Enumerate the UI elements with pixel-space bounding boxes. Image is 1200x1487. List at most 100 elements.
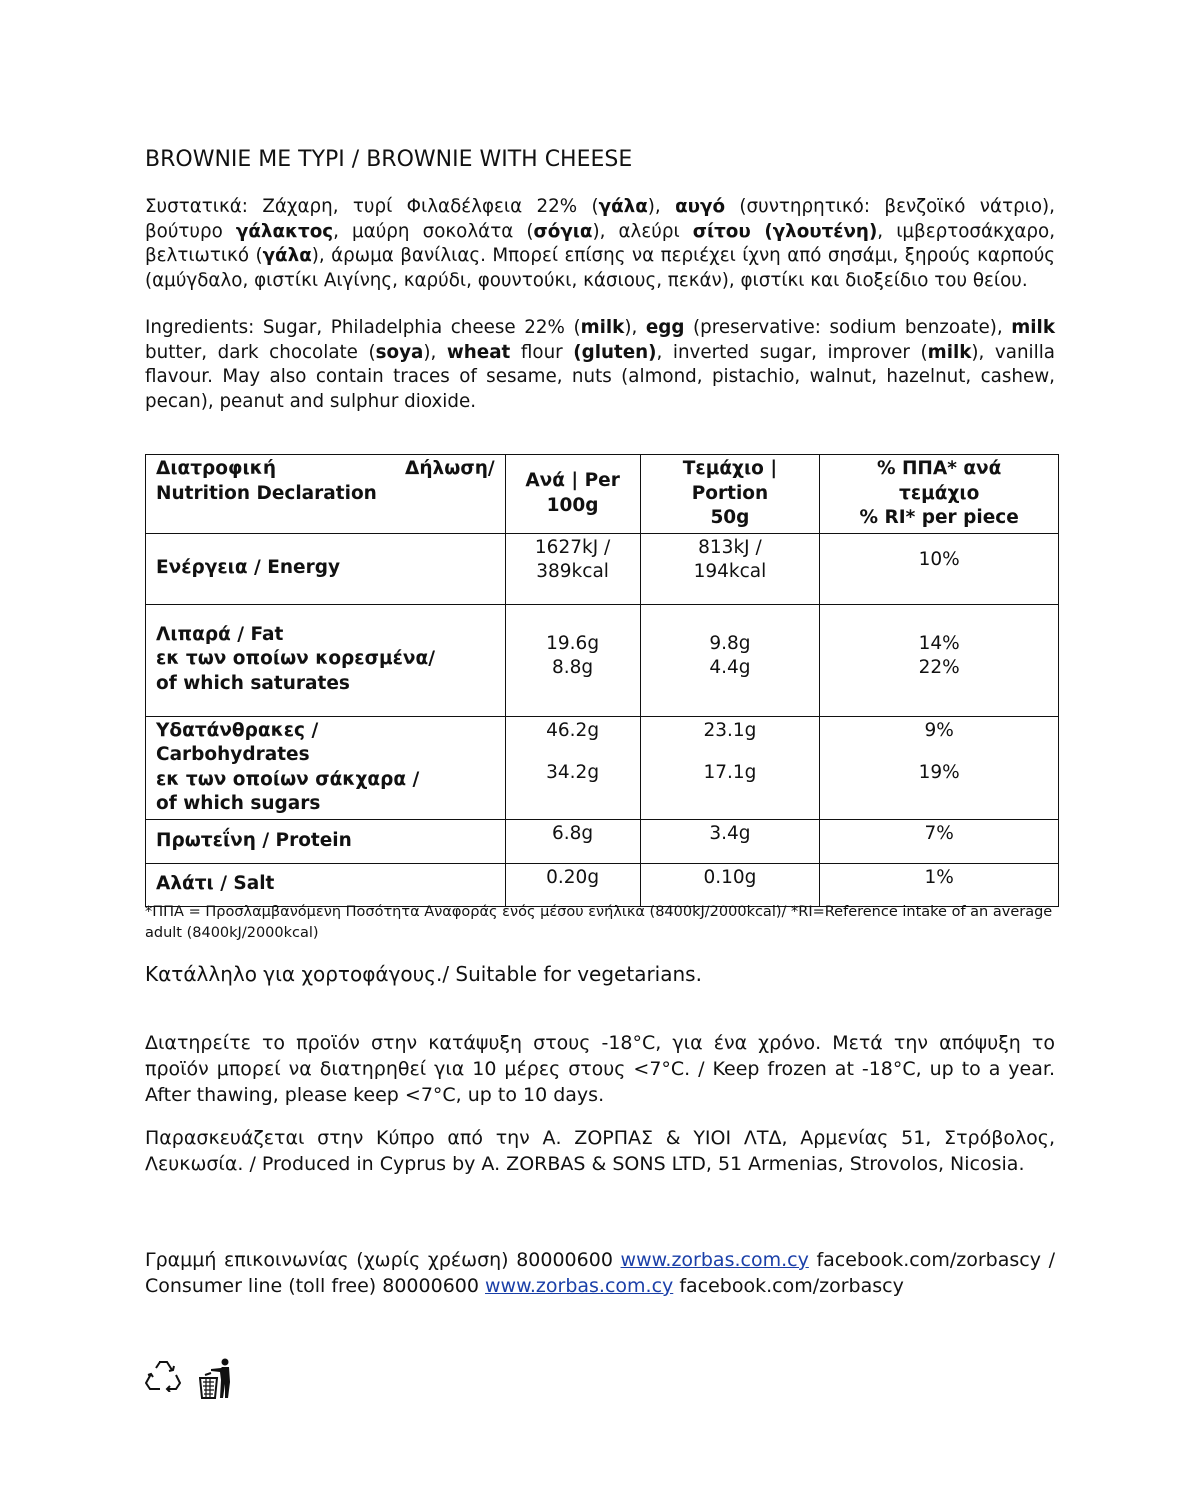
cell-line: 9.8g [709,632,751,654]
allergen-text: αυγό [675,196,726,217]
cell-line: Carbohydrates [156,744,310,765]
cell-line: εκ των οποίων κορεσμένα/ [156,648,435,669]
contact-text-greek: Γραμμή επικοινωνίας (χωρίς χρέωση) 80000… [145,1249,621,1271]
allergen-text: milk [927,341,972,363]
nutrition-row-salt: Αλάτι / Salt 0.20g 0.10g 1% [145,862,1059,907]
header-ri: % ΠΠΑ* ανά τεμάχιο % RI* per piece [819,454,1059,534]
cell-line: 23.1g [703,719,757,741]
allergen-text: γάλα [262,245,312,266]
ingredient-text: (preservative: sodium benzoate), [684,317,1012,338]
cell-line: 0.10g [703,866,757,888]
ingredients-english: Ingredients: Sugar, Philadelphia cheese … [145,316,1055,414]
cell-line: 7% [924,822,954,844]
ingredient-text: ), [624,317,646,338]
header-nutrient: Διατροφική Δήλωση/ Nutrition Declaration [145,454,506,534]
ingredient-text: Συστατικά: Ζάχαρη, τυρί Φιλαδέλφεια 22% … [145,196,599,217]
storage-instructions: Διατηρείτε το προϊόν στην κατάψυξη στους… [145,1032,1055,1106]
vegetarian-note: Κατάλληλο για χορτοφάγους./ Suitable for… [145,962,702,986]
tidyman-bin-icon [199,1358,230,1399]
cell-line: 22% [918,657,960,678]
value-per-100g: 19.6g 8.8g [504,603,641,717]
allergen-text: σόγια [533,220,593,242]
cell-line: % ΠΠΑ* ανά [876,458,1002,479]
cell-line: 50g [710,507,750,528]
ri-footnote: *ΠΠΑ = Προσλαμβανόμενη Ποσότητα Αναφοράς… [145,904,1053,941]
disposal-icons [145,1358,233,1400]
cell-line: 34.2g [546,762,600,783]
cell-line: 17.1g [703,762,757,783]
cell-line: Portion [691,482,769,504]
allergen-text: (gluten) [573,341,657,363]
cell-line: 3.4g [709,822,751,844]
cell-line: of which sugars [156,793,321,814]
nutrient-label: Αλάτι / Salt [145,862,506,907]
nutrient-label: Λιπαρά / Fat εκ των οποίων κορεσμένα/of w… [145,603,506,717]
nutrition-row-carbohydrates: Υδατάνθρακες / Carbohydrates εκ των οποίων… [145,715,1059,820]
header-text: Nutrition Declaration [156,482,377,504]
recycle-icon [145,1361,181,1392]
cell-line: Τεμάχιο | [682,458,778,479]
ingredient-text: ), vanilla flavour. May also contain tra… [145,341,1055,412]
ingredient-text: ), αλεύρι [592,220,693,242]
cell-line: τεμάχιο [899,482,980,504]
value-per-100g: 6.8g [504,818,641,864]
cell-line: 813kJ / [698,536,762,558]
product-title: BROWNIE ME TYPI / BROWNIE WITH CHEESE [145,147,633,172]
value-ri: 10% [819,532,1059,605]
cell-line: % RI* per piece [859,507,1019,528]
nutrient-label: Ενέργεια / Energy [145,532,506,605]
cell-line: 389kcal [536,561,609,582]
contact-text-english: facebook.com/zorbascy / Consumer line (t… [145,1249,1055,1297]
ingredient-text: , inverted sugar, improver ( [656,341,928,363]
cell-line: of which saturates [156,672,350,694]
nutrition-row-energy: Ενέργεια / Energy 1627kJ / 389kcal 813kJ … [145,532,1059,605]
cell-line: 194kcal [693,561,767,582]
header-text: Διατροφική [156,458,276,479]
ingredients-greek: Συστατικά: Ζάχαρη, τυρί Φιλαδέλφεια 22% … [145,195,1055,293]
ingredient-text: butter, dark chocolate ( [145,341,376,363]
value-per-100g: 1627kJ / 389kcal [504,532,641,605]
value-ri: 14% 22% [819,603,1059,717]
allergen-text: wheat [446,341,511,363]
nutrition-header-row: Διατροφική Δήλωση/ Nutrition Declaration … [145,454,1059,534]
cell-line: 0.20g [546,866,600,888]
cell-line: 46.2g [546,719,600,741]
cell-line: 14% [918,632,960,654]
cell-line: 6.8g [552,822,594,844]
allergen-text: σίτου (γλουτένη) [692,220,878,242]
ingredient-text: , ιμβερτοσάκχαρο, βελτιωτικό ( [145,220,1056,267]
facebook-text: facebook.com/zorbascy [673,1275,904,1297]
value-per-100g: 0.20g [504,862,641,907]
cell-line: Ανά | Per [525,470,620,492]
nutrient-label: Πρωτεΐνη / Protein [145,818,506,864]
cell-line: Ενέργεια / Energy [156,557,341,579]
website-link[interactable]: www.zorbas.com.cy [620,1249,809,1271]
nutrition-table: Διατροφική Δήλωση/ Nutrition Declaration … [145,454,1059,907]
value-ri: 7% [819,818,1059,864]
cell-line: Υδατάνθρακες / [156,719,319,741]
nutrition-row-protein: Πρωτεΐνη / Protein 6.8g 3.4g 7% [145,818,1059,864]
contact-info: Γραμμή επικοινωνίας (χωρίς χρέωση) 80000… [145,1247,1055,1299]
ingredient-text: Ingredients: Sugar, Philadelphia cheese … [145,317,581,338]
cell-line: 1627kJ / [534,536,611,558]
allergen-text: milk [1011,317,1055,338]
ingredient-text: flour [510,341,574,363]
cell-line: Λιπαρά / Fat [156,623,284,645]
producer-info: Παρασκευάζεται στην Κύπρο από την Α. ΖΟΡ… [145,1127,1055,1175]
value-portion: 23.1g 17.1g [639,715,821,820]
cell-line: 19% [918,762,960,783]
nutrition-row-fat: Λιπαρά / Fat εκ των οποίων κορεσμένα/of w… [145,603,1059,717]
allergen-text: soya [375,341,424,363]
ingredient-text: (συντηρητικό: βενζοϊκό νάτριο), βούτυρο [145,196,1055,242]
allergen-text: γάλα [598,196,648,217]
value-portion: 3.4g [639,818,821,864]
value-ri: 1% [819,862,1059,907]
website-link[interactable]: www.zorbas.com.cy [485,1275,674,1297]
cell-line: Αλάτι / Salt [156,873,275,895]
ingredient-text: , μαύρη σοκολάτα ( [333,220,534,242]
cell-line: 4.4g [709,657,751,678]
allergen-text: egg [645,317,685,338]
allergen-text: γάλακτος [235,220,334,242]
header-text: Δήλωση/ [405,458,495,479]
